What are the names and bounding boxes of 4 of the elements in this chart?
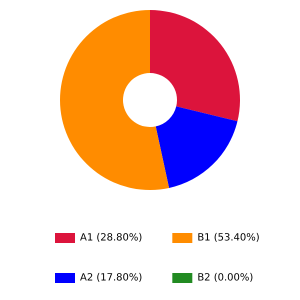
legend-label: A2 (17.80%)	[80, 272, 142, 284]
legend-label: A1 (28.80%)	[80, 232, 142, 244]
legend-label: B1 (53.40%)	[197, 232, 260, 244]
legend-label: B2 (0.00%)	[197, 272, 254, 284]
